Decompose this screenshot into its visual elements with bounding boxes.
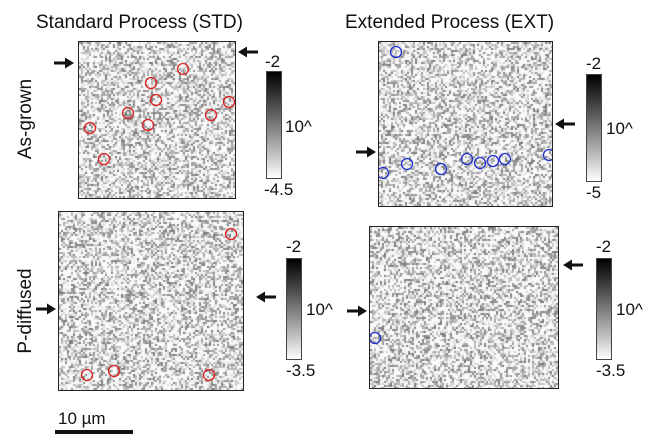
defect-markers: [83, 62, 235, 166]
defect-marker-circle: [107, 364, 121, 378]
defect-marker-circle: [389, 45, 403, 59]
colorbar-min-label: -5: [586, 183, 602, 202]
right-arrow-icon: [563, 259, 583, 271]
defect-marker-circle: [80, 368, 94, 382]
left-arrow-icon: [54, 57, 74, 69]
defect-markers: [379, 45, 552, 180]
defect-marker-circle: [224, 227, 238, 241]
colorbar-max-label: -2: [286, 237, 302, 256]
defect-marker-circle: [97, 152, 111, 166]
scale-bar-label: 10 µm: [58, 409, 106, 428]
colorbar-max-label: -2: [265, 52, 281, 71]
noise-texture: [370, 227, 558, 388]
colorbar-min-label: -4.5: [264, 180, 294, 199]
colorbar: [266, 71, 282, 179]
defect-marker-circle: [144, 76, 158, 90]
as-grown-row-label: As-grown: [15, 78, 36, 160]
ext-p-diffused-map: [369, 226, 559, 389]
colorbar-max-label: -2: [596, 237, 612, 256]
defect-marker-circle: [149, 93, 163, 107]
defect-marker-circle: [542, 148, 552, 162]
defect-marker-circle: [222, 95, 235, 109]
noise-texture: [59, 212, 243, 390]
colorbar-min-label: -3.5: [596, 361, 626, 380]
defect-marker-circle: [370, 331, 382, 345]
std-column-title: Standard Process (STD): [36, 12, 243, 33]
right-arrow-icon: [256, 291, 276, 303]
colorbar-mid-label: 10^: [606, 119, 633, 138]
std-p-diffused-map: [58, 211, 244, 391]
defect-marker-circle: [141, 118, 155, 132]
ext-as-grown-map: [378, 41, 553, 207]
left-arrow-icon: [36, 303, 56, 315]
std-as-grown-map: [78, 41, 236, 199]
defect-markers: [80, 227, 238, 382]
defect-marker-circle: [379, 166, 390, 180]
left-arrow-icon: [347, 305, 367, 317]
defect-marker-circle: [460, 152, 474, 166]
colorbar-mid-label: 10^: [616, 300, 643, 319]
defect-marker-circle: [204, 108, 218, 122]
right-arrow-icon: [238, 46, 258, 58]
colorbar: [286, 258, 302, 360]
defect-marker-circle: [498, 152, 512, 166]
defect-marker-circle: [176, 62, 190, 76]
ext-column-title: Extended Process (EXT): [345, 12, 555, 33]
noise-texture: [379, 42, 552, 206]
defect-marker-circle: [434, 162, 448, 176]
colorbar-mid-label: 10^: [285, 117, 312, 136]
colorbar-mid-label: 10^: [306, 300, 333, 319]
defect-marker-circle: [202, 368, 216, 382]
colorbar-max-label: -2: [586, 54, 602, 73]
defect-markers: [370, 331, 382, 345]
defect-marker-circle: [83, 121, 97, 135]
colorbar: [586, 74, 602, 182]
right-arrow-icon: [555, 118, 575, 130]
defect-marker-circle: [473, 156, 487, 170]
defect-marker-circle: [486, 154, 500, 168]
defect-marker-circle: [121, 106, 135, 120]
colorbar: [596, 258, 612, 360]
scale-bar: [55, 430, 133, 434]
left-arrow-icon: [356, 146, 376, 158]
colorbar-min-label: -3.5: [286, 361, 316, 380]
defect-marker-circle: [400, 157, 414, 171]
